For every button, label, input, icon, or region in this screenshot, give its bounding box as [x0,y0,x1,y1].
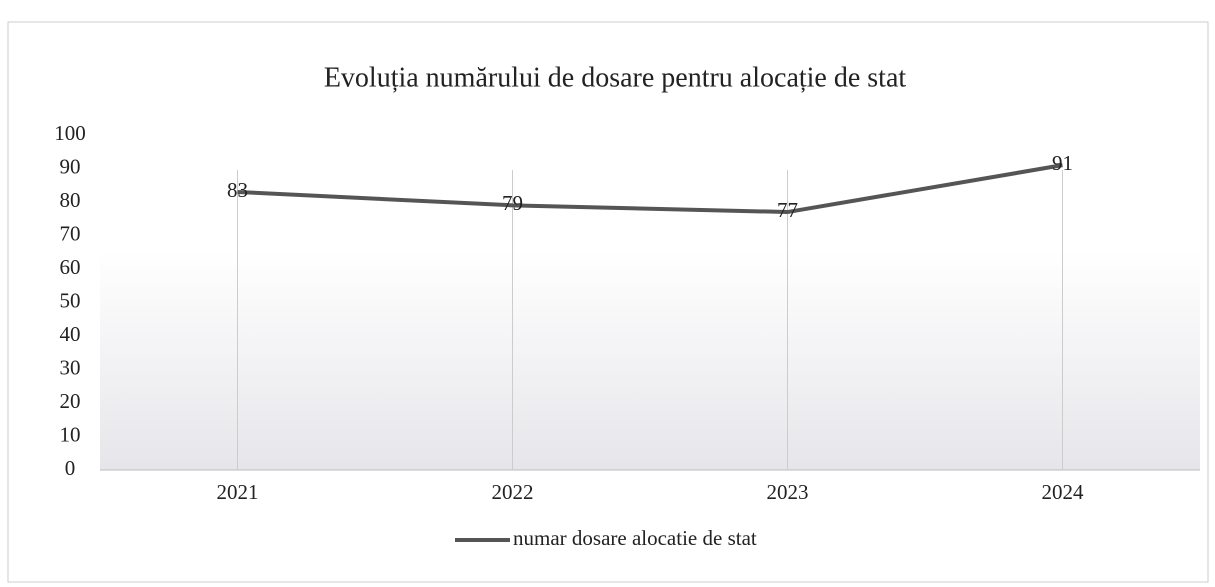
chart-title: Evoluția numărului de dosare pentru aloc… [324,62,907,93]
data-line [237,163,1063,215]
y-tick-label: 60 [60,255,81,279]
x-tick-label: 2022 [492,480,534,504]
data-label: 91 [1052,151,1073,175]
y-tick-label: 100 [54,121,86,145]
y-tick-label: 0 [65,456,76,480]
y-tick-label: 50 [60,288,81,312]
y-tick-label: 70 [60,221,81,245]
y-tick-label: 40 [60,322,81,346]
data-label: 83 [227,178,248,202]
y-tick-label: 90 [60,154,81,178]
data-label: 77 [777,198,798,222]
y-tick-label: 20 [60,389,81,413]
plot-shading [100,250,1200,470]
x-tick-label: 2021 [217,480,259,504]
legend-label: numar dosare alocatie de stat [513,526,757,550]
x-tick-label: 2024 [1042,480,1085,504]
x-tick-label: 2023 [767,480,809,504]
y-tick-label: 30 [60,355,81,379]
y-tick-label: 10 [60,422,81,446]
y-tick-label: 80 [60,188,81,212]
data-label: 79 [502,191,523,215]
